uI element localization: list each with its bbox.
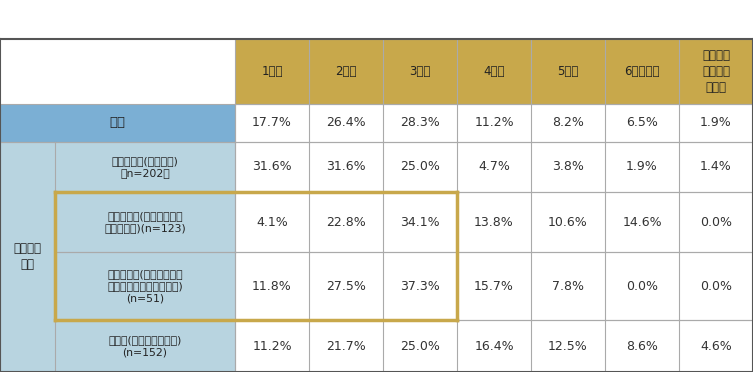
Bar xyxy=(531,192,605,252)
Bar xyxy=(679,39,753,104)
Text: 31.6%: 31.6% xyxy=(326,160,366,173)
Text: 研修履修
状況: 研修履修 状況 xyxy=(14,243,41,272)
Bar xyxy=(0,104,235,142)
Text: 11.2%: 11.2% xyxy=(252,340,292,353)
Text: 3.8%: 3.8% xyxy=(552,160,584,173)
Text: 1.4%: 1.4% xyxy=(700,160,732,173)
Bar xyxy=(309,142,383,192)
Text: 4.1%: 4.1% xyxy=(256,215,288,228)
Text: 1.9%: 1.9% xyxy=(700,116,732,129)
Text: 13.8%: 13.8% xyxy=(474,215,514,228)
Text: 専門研修中(基本領域)
（n=202）: 専門研修中(基本領域) （n=202） xyxy=(111,156,178,178)
Bar xyxy=(679,192,753,252)
Text: 4.7%: 4.7% xyxy=(478,160,510,173)
Bar xyxy=(605,104,679,142)
Text: 21.7%: 21.7% xyxy=(326,340,366,353)
Text: 11.8%: 11.8% xyxy=(252,279,292,292)
Bar xyxy=(0,39,235,104)
Text: 専門研修中(基本・サブス
ペシャルティの連動研修)
(n=51): 専門研修中(基本・サブス ペシャルティの連動研修) (n=51) xyxy=(107,269,183,304)
Text: 1学会: 1学会 xyxy=(261,65,282,78)
Text: 10.6%: 10.6% xyxy=(548,215,588,228)
Bar xyxy=(605,142,679,192)
Bar xyxy=(383,192,457,252)
Text: 学会には
所属して
いない: 学会には 所属して いない xyxy=(702,49,730,94)
Bar xyxy=(383,142,457,192)
Bar xyxy=(235,142,309,192)
Bar xyxy=(383,104,457,142)
Text: 37.3%: 37.3% xyxy=(400,279,440,292)
Text: 2学会: 2学会 xyxy=(335,65,357,78)
Text: その他(研修修了も含む)
(n=152): その他(研修修了も含む) (n=152) xyxy=(108,335,181,357)
Bar xyxy=(457,192,531,252)
Text: 28.3%: 28.3% xyxy=(400,116,440,129)
Text: 5学会: 5学会 xyxy=(557,65,579,78)
Text: 全体: 全体 xyxy=(109,116,126,129)
Text: 8.6%: 8.6% xyxy=(626,340,658,353)
Bar xyxy=(0,142,55,372)
Text: 22.8%: 22.8% xyxy=(326,215,366,228)
Text: 27.5%: 27.5% xyxy=(326,279,366,292)
Bar xyxy=(605,192,679,252)
Bar xyxy=(679,252,753,320)
Bar xyxy=(55,252,235,320)
Bar xyxy=(235,104,309,142)
Bar xyxy=(531,252,605,320)
Text: 7.8%: 7.8% xyxy=(552,279,584,292)
Bar xyxy=(0,0,753,39)
Bar xyxy=(235,192,309,252)
Bar xyxy=(605,320,679,372)
Text: 4.6%: 4.6% xyxy=(700,340,732,353)
Bar xyxy=(383,39,457,104)
Text: 15.7%: 15.7% xyxy=(474,279,514,292)
Text: 0.0%: 0.0% xyxy=(700,279,732,292)
Bar xyxy=(457,320,531,372)
Bar xyxy=(235,39,309,104)
Text: 25.0%: 25.0% xyxy=(400,340,440,353)
Bar xyxy=(679,104,753,142)
Bar xyxy=(309,104,383,142)
Bar xyxy=(605,252,679,320)
Bar xyxy=(309,39,383,104)
Text: 25.0%: 25.0% xyxy=(400,160,440,173)
Text: 17.7%: 17.7% xyxy=(252,116,292,129)
Text: 1.9%: 1.9% xyxy=(626,160,658,173)
Bar xyxy=(235,320,309,372)
Bar xyxy=(55,320,235,372)
Text: 専門研修中(サブスペシャ
ルティ領域)(n=123): 専門研修中(サブスペシャ ルティ領域)(n=123) xyxy=(104,211,186,233)
Text: 34.1%: 34.1% xyxy=(400,215,440,228)
Bar xyxy=(457,104,531,142)
Text: 4学会: 4学会 xyxy=(483,65,505,78)
Bar xyxy=(383,320,457,372)
Text: 12.5%: 12.5% xyxy=(548,340,588,353)
Bar xyxy=(531,142,605,192)
Text: 6.5%: 6.5% xyxy=(626,116,658,129)
Bar xyxy=(605,39,679,104)
Bar xyxy=(309,192,383,252)
Bar xyxy=(679,320,753,372)
Bar xyxy=(679,142,753,192)
Bar xyxy=(55,142,235,192)
Text: 26.4%: 26.4% xyxy=(326,116,366,129)
Bar xyxy=(309,320,383,372)
Text: 11.2%: 11.2% xyxy=(474,116,514,129)
Text: 16.4%: 16.4% xyxy=(474,340,514,353)
Text: 3学会: 3学会 xyxy=(410,65,431,78)
Bar xyxy=(531,39,605,104)
Bar xyxy=(457,252,531,320)
Bar xyxy=(235,252,309,320)
Bar xyxy=(531,320,605,372)
Bar xyxy=(531,104,605,142)
Text: 14.6%: 14.6% xyxy=(622,215,662,228)
Text: 0.0%: 0.0% xyxy=(626,279,658,292)
Bar xyxy=(457,39,531,104)
Bar xyxy=(383,252,457,320)
Text: 8.2%: 8.2% xyxy=(552,116,584,129)
Text: 6学会以上: 6学会以上 xyxy=(624,65,660,78)
Text: 0.0%: 0.0% xyxy=(700,215,732,228)
Bar xyxy=(457,142,531,192)
Text: 31.6%: 31.6% xyxy=(252,160,292,173)
Bar xyxy=(55,192,235,252)
Bar xyxy=(309,252,383,320)
